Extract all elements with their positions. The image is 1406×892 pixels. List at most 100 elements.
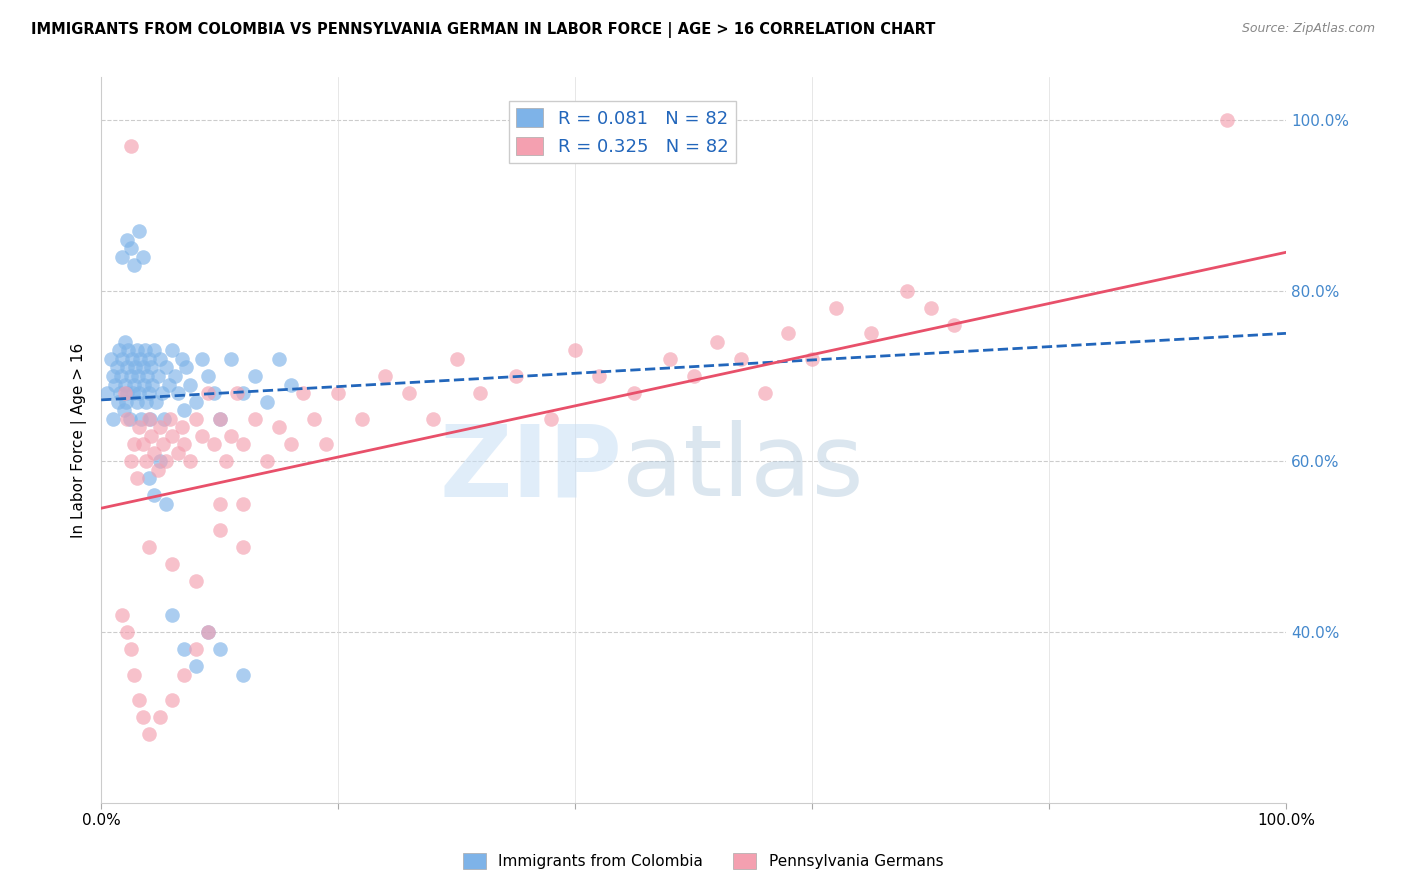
Point [129, 351, 152, 366]
Point [138, 351, 160, 366]
Point [138, 727, 160, 741]
Point [470, 386, 492, 401]
Point [232, 667, 254, 681]
Point [131, 250, 153, 264]
Point [111, 351, 134, 366]
Text: Source: ZipAtlas.com: Source: ZipAtlas.com [1241, 22, 1375, 36]
Point [170, 420, 193, 434]
Point [214, 454, 236, 468]
Point [143, 446, 166, 460]
Point [115, 624, 138, 639]
Point [801, 351, 824, 366]
Point [221, 428, 243, 442]
Point [104, 377, 127, 392]
Point [824, 301, 846, 315]
Point [152, 437, 174, 451]
Point [101, 369, 124, 384]
Point [754, 386, 776, 401]
Point [146, 463, 169, 477]
Point [173, 437, 195, 451]
Point [226, 386, 249, 401]
Point [124, 258, 146, 272]
Point [422, 411, 444, 425]
Point [160, 557, 183, 571]
Point [155, 360, 177, 375]
Point [138, 411, 160, 425]
Point [184, 659, 207, 673]
Point [280, 437, 302, 451]
Point [564, 343, 586, 358]
Point [202, 437, 225, 451]
Point [120, 369, 142, 384]
Point [197, 386, 219, 401]
Point [173, 642, 195, 657]
Point [128, 693, 150, 707]
Point [108, 343, 131, 358]
Point [146, 369, 169, 384]
Point [138, 540, 160, 554]
Point [128, 386, 150, 401]
Point [179, 454, 201, 468]
Point [682, 369, 704, 384]
Point [191, 428, 214, 442]
Point [120, 138, 142, 153]
Point [208, 642, 231, 657]
Point [326, 386, 349, 401]
Point [160, 343, 183, 358]
Point [141, 377, 163, 392]
Point [173, 667, 195, 681]
Point [115, 411, 138, 425]
Point [350, 411, 373, 425]
Point [167, 386, 190, 401]
Point [943, 318, 966, 332]
Point [197, 624, 219, 639]
Point [208, 523, 231, 537]
Point [588, 369, 610, 384]
Point [221, 351, 243, 366]
Point [159, 411, 181, 425]
Point [131, 360, 153, 375]
Point [131, 710, 153, 724]
Point [706, 334, 728, 349]
Point [232, 437, 254, 451]
Point [138, 386, 160, 401]
Point [143, 488, 166, 502]
Point [131, 411, 153, 425]
Point [398, 386, 420, 401]
Point [124, 360, 146, 375]
Point [184, 642, 207, 657]
Point [114, 377, 136, 392]
Point [658, 351, 681, 366]
Point [143, 343, 166, 358]
Point [134, 343, 156, 358]
Point [100, 351, 122, 366]
Point [153, 411, 176, 425]
Text: IMMIGRANTS FROM COLOMBIA VS PENNSYLVANIA GERMAN IN LABOR FORCE | AGE > 16 CORREL: IMMIGRANTS FROM COLOMBIA VS PENNSYLVANIA… [31, 22, 935, 38]
Point [127, 369, 149, 384]
Point [136, 369, 159, 384]
Point [125, 394, 148, 409]
Text: ZIP: ZIP [440, 420, 623, 517]
Point [157, 377, 180, 392]
Point [256, 454, 278, 468]
Point [191, 351, 214, 366]
Point [101, 411, 124, 425]
Point [176, 360, 198, 375]
Point [145, 394, 167, 409]
Point [184, 574, 207, 588]
Point [163, 369, 186, 384]
Point [155, 497, 177, 511]
Point [267, 420, 290, 434]
Point [107, 394, 129, 409]
Point [173, 403, 195, 417]
Point [138, 471, 160, 485]
Point [124, 667, 146, 681]
Point [138, 411, 160, 425]
Point [505, 369, 527, 384]
Point [896, 284, 918, 298]
Point [1215, 113, 1237, 128]
Point [149, 420, 172, 434]
Point [202, 386, 225, 401]
Point [149, 710, 172, 724]
Point [920, 301, 942, 315]
